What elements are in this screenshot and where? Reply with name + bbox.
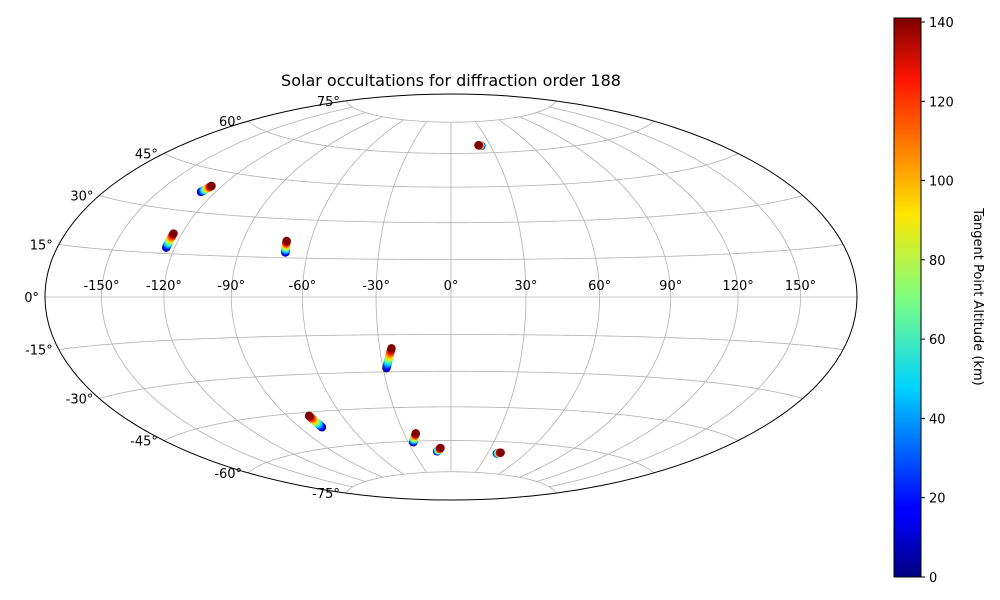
colorbar-tick-label: 120 xyxy=(929,95,954,110)
latitude-tick-label: 30° xyxy=(70,190,93,205)
colorbar-tick-label: 80 xyxy=(929,254,946,269)
longitude-gridline xyxy=(519,116,672,478)
longitude-tick-label: -60° xyxy=(289,279,317,294)
colorbar-tick-label: 100 xyxy=(929,175,954,190)
occultation-track xyxy=(433,443,445,456)
longitude-gridline xyxy=(498,119,601,475)
latitude-tick-label: -45° xyxy=(130,435,158,450)
occultation-point xyxy=(304,411,314,421)
colorbar-tick-label: 140 xyxy=(929,16,954,31)
longitude-tick-label: 90° xyxy=(659,279,682,294)
colorbar-ticks: 0 20 40 60 80 100 120 140 xyxy=(921,16,954,586)
longitude-tick-label: -150° xyxy=(83,279,119,294)
occultation-point xyxy=(474,141,483,150)
colorbar-tick-label: 0 xyxy=(929,571,937,586)
occultation-point xyxy=(169,229,178,238)
occultation-point xyxy=(411,429,420,438)
occultation-points xyxy=(162,141,505,458)
chart-title: Solar occultations for diffraction order… xyxy=(281,71,621,90)
longitude-tick-label: 0° xyxy=(444,279,459,294)
occultation-track xyxy=(162,229,178,252)
longitude-tick-labels: -150° -120° -90° -60° -30° 0° 30° 60° 90° 120° 150… xyxy=(83,279,816,294)
latitude-tick-label: -75° xyxy=(312,487,340,502)
occultation-track xyxy=(474,141,486,151)
longitude-gridline xyxy=(163,112,366,482)
occultation-track xyxy=(281,236,291,257)
longitude-tick-label: -120° xyxy=(146,279,182,294)
colorbar-tick-label: 60 xyxy=(929,333,946,348)
longitude-gridline xyxy=(475,121,527,473)
latitude-tick-label: 75° xyxy=(317,95,340,110)
map-gridlines xyxy=(45,100,857,494)
colorbar xyxy=(893,17,922,578)
occultation-point xyxy=(207,181,216,191)
occultation-point xyxy=(436,443,445,453)
longitude-tick-label: 150° xyxy=(785,279,816,294)
latitude-tick-label: 0° xyxy=(24,291,39,306)
latitude-tick-labels: 75° 60° 45° 30° 15° 0° -15° -30° -45° -60° -75° xyxy=(24,95,340,502)
longitude-gridline xyxy=(230,116,383,478)
longitude-gridline xyxy=(549,106,801,488)
colorbar-tick-label: 20 xyxy=(929,492,946,507)
latitude-tick-label: -15° xyxy=(25,344,53,359)
longitude-gridline xyxy=(101,106,353,488)
longitude-tick-label: -90° xyxy=(217,279,245,294)
longitude-gridline xyxy=(375,121,427,473)
latitude-tick-label: -30° xyxy=(66,393,94,408)
occultation-point xyxy=(496,448,505,457)
colorbar-label: Tangent Point Altitude (km) xyxy=(970,207,985,385)
colorbar-tick-label: 40 xyxy=(929,412,946,427)
longitude-tick-label: 60° xyxy=(588,279,611,294)
occultation-point xyxy=(387,344,396,353)
occultation-track xyxy=(492,448,505,458)
latitude-tick-label: 60° xyxy=(219,115,242,130)
longitude-gridline xyxy=(301,119,404,475)
occultation-track xyxy=(409,429,420,447)
latitude-tick-label: 15° xyxy=(30,239,53,254)
latitude-tick-label: -60° xyxy=(214,467,242,482)
latitude-tick-label: 45° xyxy=(135,148,158,163)
occultation-track xyxy=(382,344,396,373)
longitude-gridline xyxy=(536,112,739,482)
longitude-tick-label: 30° xyxy=(514,279,537,294)
occultation-point xyxy=(282,236,291,246)
longitude-tick-label: 120° xyxy=(722,279,753,294)
longitude-tick-label: -30° xyxy=(362,279,390,294)
occultation-track xyxy=(304,411,327,432)
occultation-track xyxy=(196,181,216,197)
map-boundary xyxy=(44,93,858,501)
